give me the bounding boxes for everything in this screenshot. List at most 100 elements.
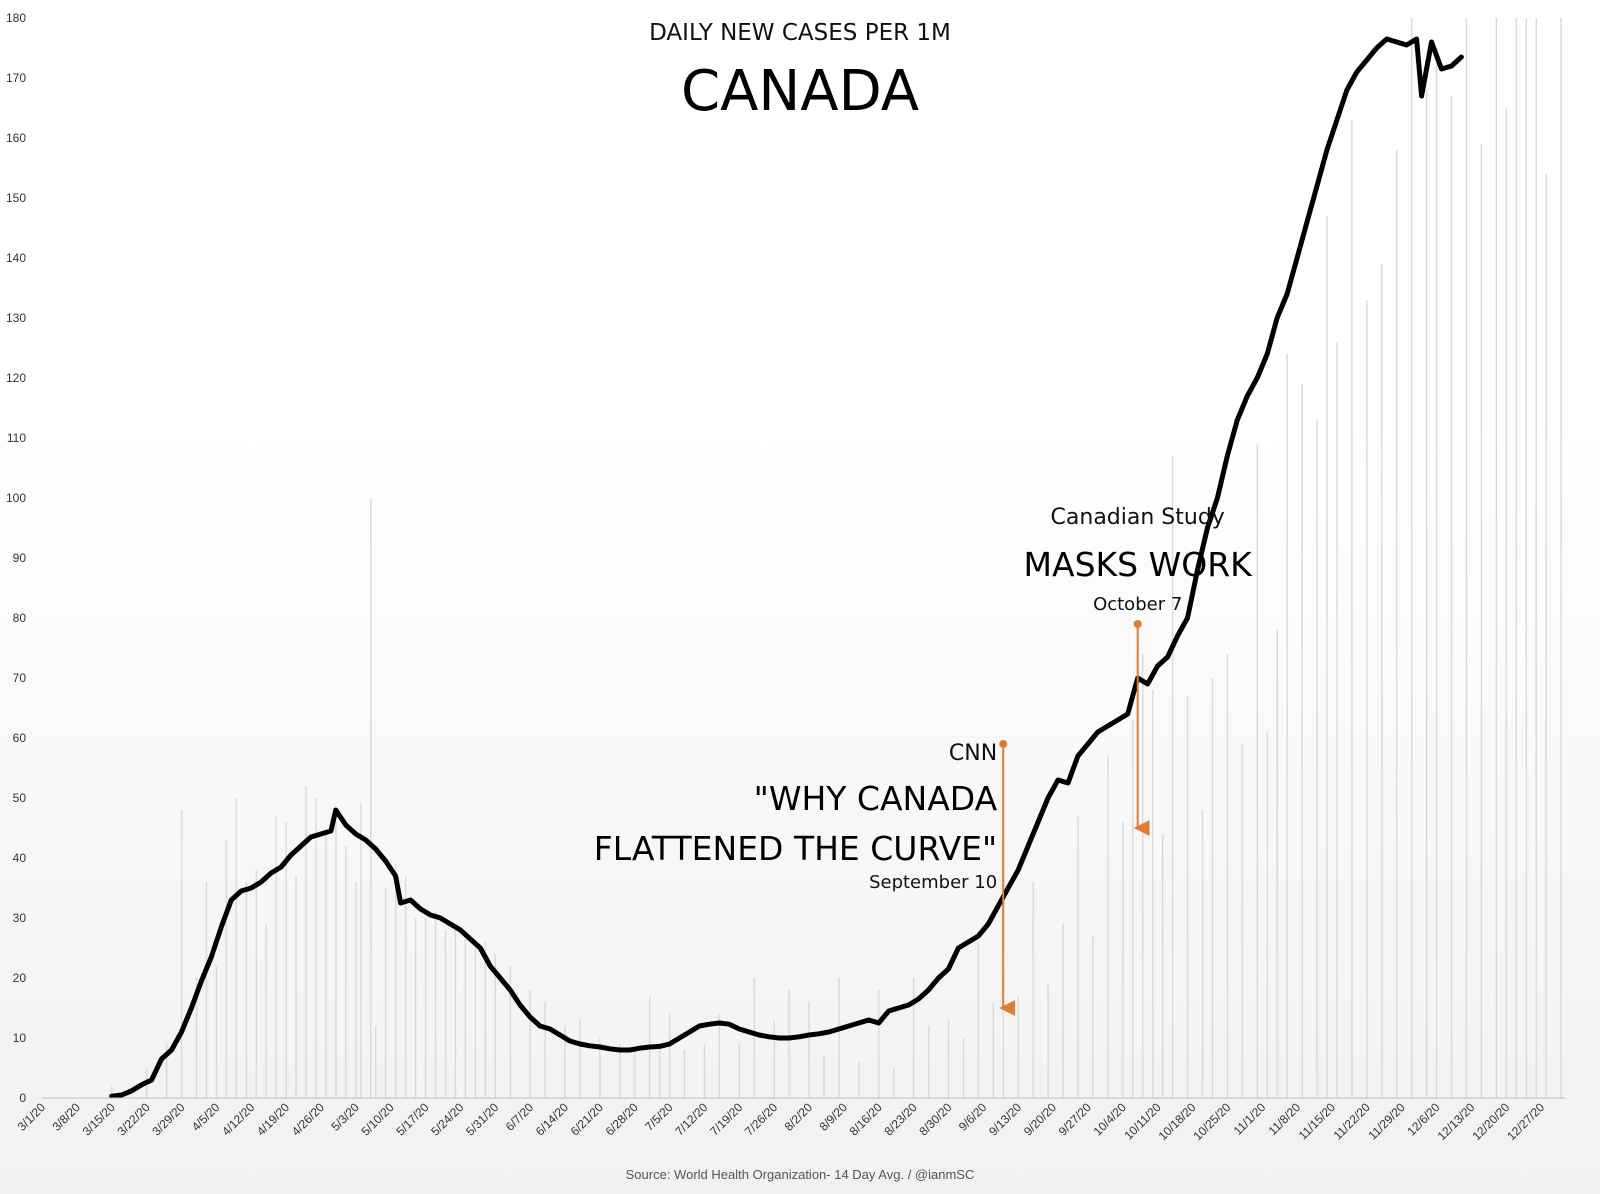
daily-bar [1092, 936, 1094, 1098]
x-tick-label: 5/3/20 [328, 1100, 362, 1134]
daily-bar [1465, 18, 1468, 1098]
x-tick-label: 11/29/20 [1365, 1100, 1408, 1143]
daily-bar [335, 822, 337, 1098]
x-tick-label: 5/10/20 [359, 1100, 397, 1138]
x-tick-label: 8/23/20 [881, 1100, 919, 1138]
daily-bar [788, 990, 790, 1098]
daily-bar [718, 1014, 721, 1098]
y-tick-label: 110 [7, 431, 26, 445]
daily-bar [464, 936, 467, 1098]
daily-bar [509, 966, 511, 1098]
annotation-date: September 10 [869, 872, 997, 893]
daily-bar [484, 942, 487, 1098]
x-tick-label: 7/12/20 [672, 1100, 710, 1138]
x-tick-label: 6/14/20 [533, 1100, 571, 1138]
daily-bar [658, 1044, 661, 1098]
y-tick-label: 30 [13, 911, 27, 925]
y-tick-label: 40 [13, 851, 27, 865]
daily-bar [1266, 732, 1268, 1098]
daily-bar [912, 978, 915, 1098]
daily-bar [1480, 144, 1483, 1098]
daily-bar [1301, 384, 1303, 1098]
daily-bar [564, 1026, 566, 1098]
daily-bar [225, 840, 228, 1098]
daily-bar [305, 786, 307, 1098]
daily-bar [414, 918, 417, 1098]
x-tick-label: 10/18/20 [1156, 1100, 1199, 1143]
daily-bar [1161, 834, 1164, 1098]
daily-bar [1351, 120, 1353, 1098]
daily-bar [1256, 444, 1259, 1098]
daily-bar [1525, 18, 1527, 1098]
x-tick-label: 9/13/20 [986, 1100, 1024, 1138]
x-tick-label: 4/26/20 [289, 1100, 327, 1138]
y-tick-label: 80 [13, 611, 27, 625]
daily-bar [703, 1044, 706, 1098]
daily-bar [1366, 300, 1368, 1098]
daily-bar [858, 1062, 860, 1098]
daily-bar [1201, 810, 1204, 1098]
daily-bar [1142, 654, 1144, 1098]
daily-bar [275, 816, 277, 1098]
daily-bar [1286, 354, 1288, 1098]
daily-bar [1017, 996, 1019, 1098]
x-tick-label: 3/15/20 [80, 1100, 118, 1138]
chart-title: CANADA [681, 59, 919, 124]
y-tick-label: 20 [13, 971, 27, 985]
daily-bar [1336, 342, 1338, 1098]
daily-bar [195, 978, 198, 1098]
x-tick-label: 4/12/20 [219, 1100, 257, 1138]
daily-bar [1560, 18, 1562, 1098]
daily-bar [977, 942, 980, 1098]
daily-bar [454, 924, 457, 1098]
daily-bar [345, 846, 347, 1098]
daily-bar [1505, 108, 1508, 1098]
daily-bar [1276, 630, 1278, 1098]
daily-bar [494, 954, 497, 1098]
x-tick-label: 6/21/20 [568, 1100, 606, 1138]
daily-bar [529, 990, 531, 1098]
daily-bar [165, 1044, 168, 1098]
x-tick-label: 9/27/20 [1056, 1100, 1094, 1138]
annotation-headline: "WHY CANADA [754, 779, 998, 818]
x-tick-label: 8/2/20 [782, 1100, 816, 1134]
daily-bar [434, 912, 437, 1098]
daily-bar [180, 810, 183, 1098]
annotation-headline: MASKS WORK [1024, 545, 1254, 584]
y-tick-label: 70 [13, 671, 27, 685]
daily-bar [1032, 882, 1034, 1098]
daily-bar [992, 1002, 995, 1098]
daily-bar [579, 1020, 581, 1098]
daily-bar [544, 1002, 546, 1098]
x-tick-label: 8/9/20 [816, 1100, 850, 1134]
y-tick-label: 150 [6, 191, 26, 205]
daily-bar [738, 1044, 741, 1098]
y-tick-label: 120 [6, 371, 26, 385]
x-tick-label: 5/17/20 [393, 1100, 431, 1138]
x-tick-label: 7/5/20 [642, 1100, 676, 1134]
annotation-source: Canadian Study [1051, 505, 1225, 530]
daily-bar [1062, 924, 1064, 1098]
x-tick-label: 3/29/20 [149, 1100, 187, 1138]
line-layer [109, 36, 1464, 1099]
x-tick-label: 5/31/20 [463, 1100, 501, 1138]
daily-bar [962, 1038, 965, 1098]
y-tick-label: 130 [6, 311, 26, 325]
daily-bar [1316, 420, 1318, 1098]
daily-bar [947, 1020, 950, 1098]
x-tick-label: 11/15/20 [1296, 1100, 1339, 1143]
daily-bar [1132, 720, 1134, 1098]
annotation-source: CNN [949, 741, 997, 766]
x-tick-label: 9/6/20 [956, 1100, 990, 1134]
daily-bar [1495, 18, 1498, 1098]
daily-bar [668, 1014, 671, 1098]
daily-bar [395, 864, 397, 1098]
x-tick-label: 3/1/20 [15, 1100, 49, 1134]
daily-bar [255, 870, 257, 1098]
daily-bar [1241, 744, 1244, 1098]
daily-bar [1515, 18, 1517, 1098]
x-tick-label: 12/13/20 [1435, 1100, 1478, 1143]
bars-layer [111, 18, 1562, 1098]
daily-bar [370, 498, 372, 1098]
